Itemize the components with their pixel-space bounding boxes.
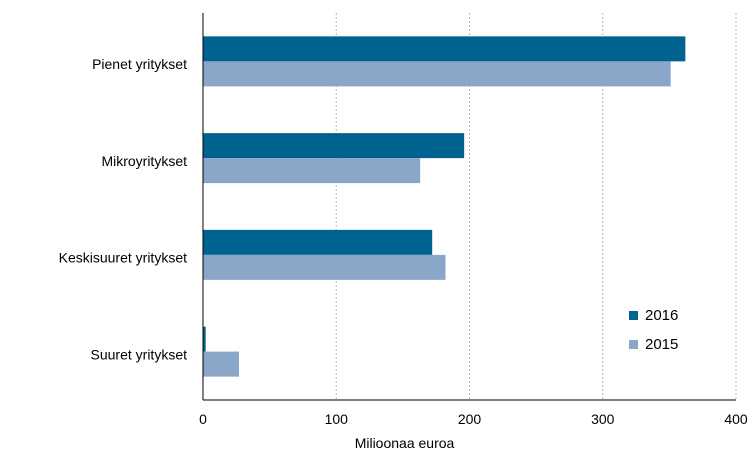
category-label: Suuret yritykset bbox=[91, 346, 188, 362]
bar-2016-0 bbox=[203, 36, 686, 62]
bar-2016-3 bbox=[203, 326, 206, 352]
bar-2016-2 bbox=[203, 229, 433, 255]
bar-2015-3 bbox=[203, 351, 239, 377]
legend: 2016 2015 bbox=[629, 307, 678, 353]
x-tick-label: 200 bbox=[458, 411, 482, 427]
legend-label: 2015 bbox=[645, 336, 678, 353]
legend-label: 2016 bbox=[645, 307, 678, 324]
bar-2016-1 bbox=[203, 133, 465, 159]
x-axis-title: Milioonaa euroa bbox=[355, 435, 455, 451]
x-tick-label: 400 bbox=[724, 411, 748, 427]
category-labels: Pienet yritykset Mikroyritykset Keskisuure… bbox=[59, 56, 187, 362]
x-tick-labels: 0 100 200 300 400 bbox=[199, 411, 748, 427]
bars bbox=[203, 36, 686, 377]
bar-2015-1 bbox=[203, 158, 421, 184]
axes bbox=[202, 13, 736, 401]
x-tick-label: 0 bbox=[199, 411, 207, 427]
legend-swatch-2016 bbox=[629, 311, 638, 320]
category-label: Pienet yritykset bbox=[92, 56, 187, 72]
x-tick-label: 300 bbox=[591, 411, 615, 427]
x-tick-label: 100 bbox=[325, 411, 349, 427]
category-label: Mikroyritykset bbox=[101, 153, 187, 169]
bar-2015-0 bbox=[203, 61, 671, 87]
bar-2015-2 bbox=[203, 254, 446, 280]
legend-swatch-2015 bbox=[629, 340, 638, 349]
category-label: Keskisuuret yritykset bbox=[59, 250, 187, 266]
